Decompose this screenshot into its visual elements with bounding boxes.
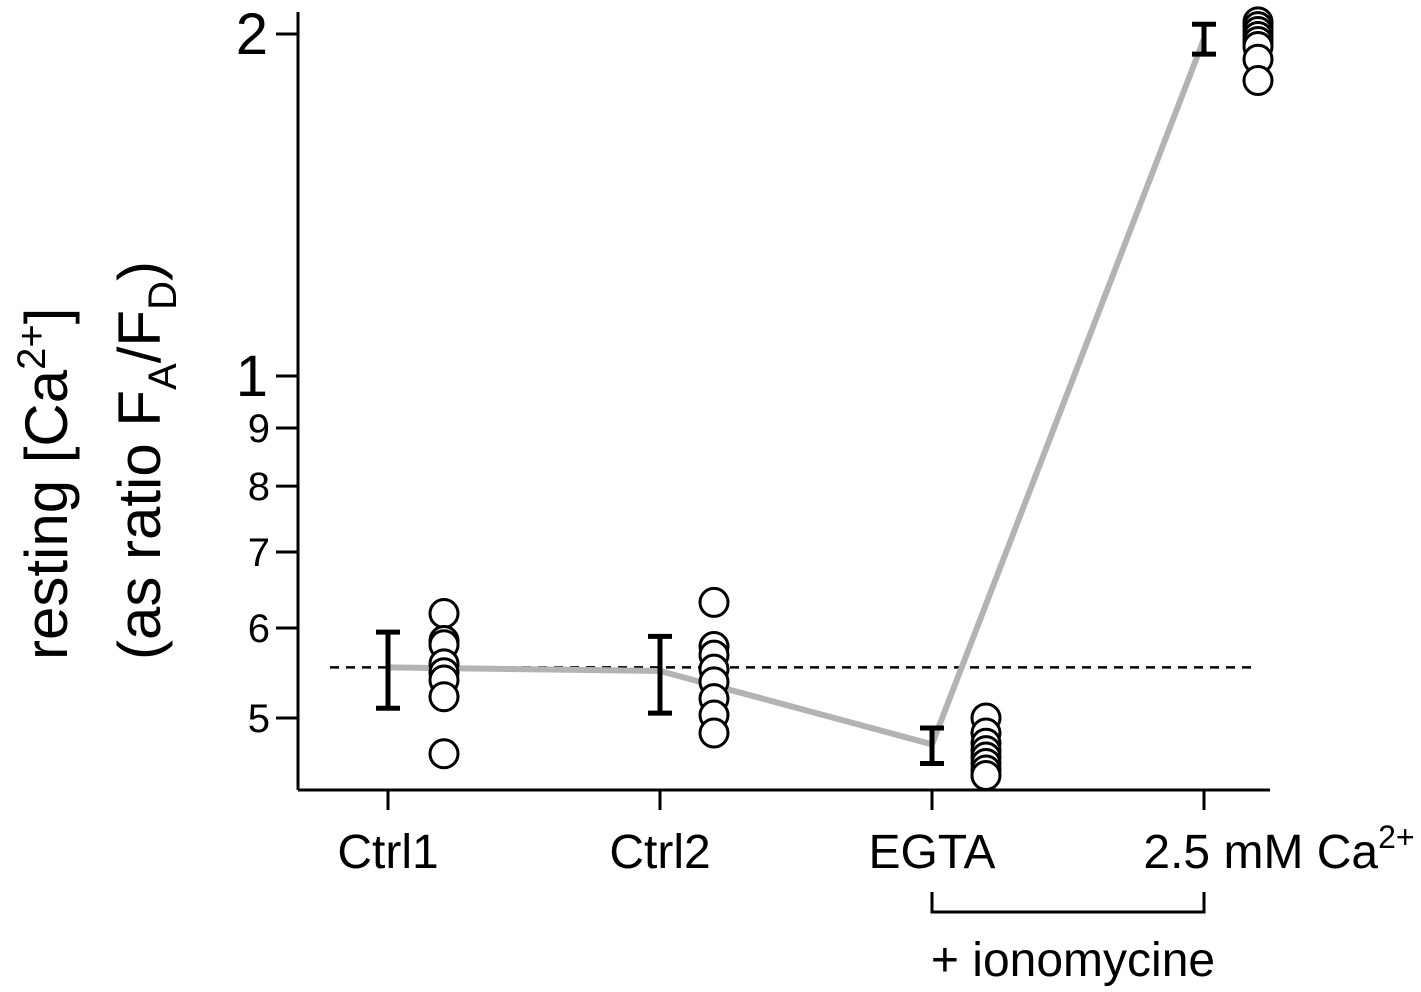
data-point bbox=[1242, 65, 1274, 97]
x-axis-ticks: Ctrl1 Ctrl2 EGTA 2.5 mM Ca2+ bbox=[337, 790, 1415, 879]
y-tick-label-minor: 5 bbox=[248, 697, 270, 741]
data-point bbox=[698, 586, 730, 618]
y-tick-label-minor: 8 bbox=[248, 465, 270, 509]
y-tick-label-minor: 6 bbox=[248, 607, 270, 651]
y-tick-label-major: 2 bbox=[236, 2, 268, 67]
x-tick-label: EGTA bbox=[868, 826, 995, 879]
x-tick-label: 2.5 mM Ca2+ bbox=[1143, 819, 1414, 879]
y-tick-label-minor: 9 bbox=[248, 407, 270, 451]
mean-line bbox=[387, 37, 1207, 748]
ionomycine-annotation: + ionomycine bbox=[931, 934, 1215, 987]
data-points bbox=[428, 6, 1274, 791]
ionomycine-bracket bbox=[930, 892, 1206, 914]
error-bars bbox=[376, 21, 1216, 766]
bracket-line bbox=[930, 892, 1206, 914]
y-axis-title-line1: resting [Ca2+] bbox=[10, 308, 80, 660]
y-axis-title-line2: (as ratio FA/FD) bbox=[106, 261, 185, 660]
data-point bbox=[428, 681, 460, 713]
y-tick-label-minor: 7 bbox=[248, 531, 270, 575]
x-tick-label: Ctrl1 bbox=[337, 826, 438, 879]
mean-line-group bbox=[387, 37, 1207, 748]
y-tick-label-major: 1 bbox=[236, 344, 268, 409]
data-point bbox=[428, 738, 460, 770]
data-point bbox=[698, 717, 730, 749]
x-tick-label: Ctrl2 bbox=[609, 826, 710, 879]
data-point bbox=[428, 597, 460, 629]
data-point bbox=[970, 759, 1002, 791]
y-axis-ticks: 1 2 5 6 7 8 9 bbox=[236, 2, 298, 741]
